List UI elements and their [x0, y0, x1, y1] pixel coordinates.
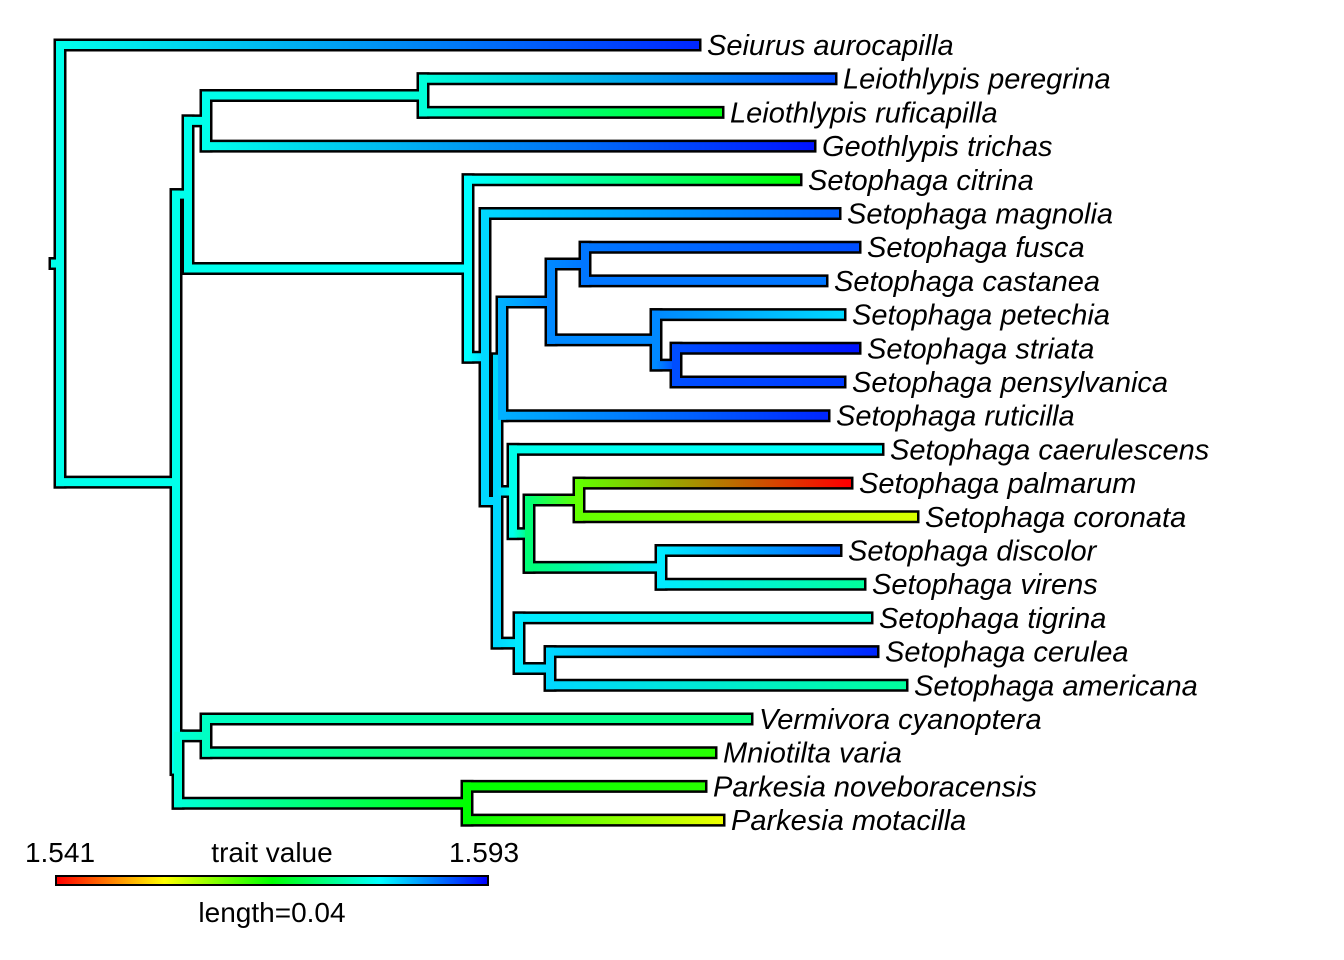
tip-label: Setophaga fusca [867, 232, 1085, 264]
tip-label: Setophaga striata [867, 333, 1094, 365]
tip-label: Setophaga coronata [925, 502, 1186, 534]
color-legend: 1.541 trait value 1.593 length=0.04 [25, 837, 519, 928]
legend-min-label: 1.541 [25, 837, 95, 868]
tip-label: Setophaga discolor [848, 536, 1098, 568]
tip-label: Setophaga petechia [852, 300, 1110, 332]
tip-label: Setophaga caerulescens [890, 434, 1209, 466]
tip-label: Geothlypis trichas [822, 131, 1053, 163]
tip-label: Setophaga citrina [808, 165, 1034, 197]
tip-label: Setophaga americana [914, 670, 1198, 702]
tree-branches [48, 38, 920, 827]
tip-label: Seiurus aurocapilla [707, 30, 954, 62]
legend-color-bar [57, 877, 487, 884]
tip-label: Setophaga pensylvanica [852, 367, 1168, 399]
tip-label: Mniotilta varia [723, 738, 902, 770]
tip-label: Vermivora cyanoptera [759, 704, 1042, 736]
tip-label: Leiothlypis peregrina [843, 64, 1111, 96]
tip-label: Setophaga ruticilla [836, 401, 1075, 433]
tip-label: Parkesia motacilla [731, 805, 966, 837]
tip-label: Setophaga tigrina [879, 603, 1106, 635]
tip-label: Setophaga magnolia [847, 199, 1113, 231]
legend-max-label: 1.593 [449, 837, 519, 868]
legend-length-label: length=0.04 [198, 897, 345, 928]
tip-label: Setophaga palmarum [859, 468, 1136, 500]
tip-label: Leiothlypis ruficapilla [730, 97, 998, 129]
legend-title: trait value [211, 837, 332, 868]
tip-label: Setophaga virens [872, 569, 1098, 601]
tip-label: Setophaga castanea [834, 266, 1100, 298]
tip-label: Setophaga cerulea [885, 637, 1128, 669]
tip-label: Parkesia noveboracensis [713, 771, 1037, 803]
